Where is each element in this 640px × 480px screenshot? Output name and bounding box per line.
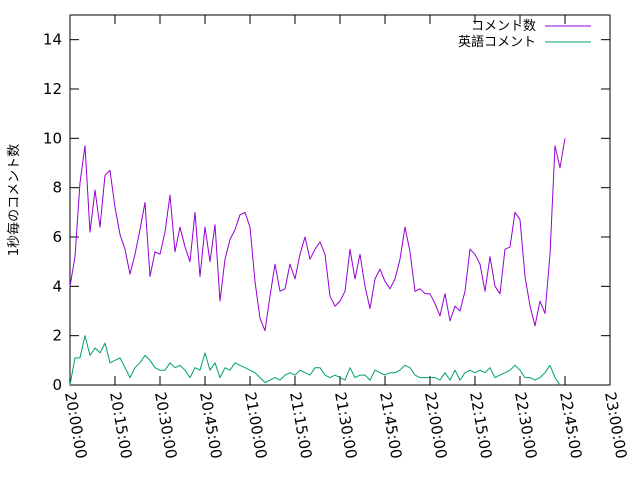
- x-tick-label: 21:00:00: [241, 391, 270, 460]
- x-tick-label: 22:45:00: [556, 391, 585, 460]
- y-tick-label: 2: [52, 327, 62, 345]
- x-tick-label: 22:30:00: [511, 391, 540, 460]
- legend-label: コメント数: [471, 19, 536, 34]
- x-tick-label: 22:00:00: [421, 391, 450, 460]
- y-tick-label: 8: [52, 179, 62, 197]
- series-layer: [69, 138, 566, 386]
- y-tick-label: 0: [52, 376, 62, 394]
- y-tick-label: 6: [52, 228, 62, 246]
- x-tick-label: 21:15:00: [286, 391, 315, 460]
- y-tick-label: 14: [43, 31, 62, 49]
- y-axis-title: 1秒毎のコメント数: [6, 144, 22, 256]
- x-tick-label: 23:00:00: [601, 391, 630, 460]
- x-tick-label: 22:15:00: [466, 391, 495, 460]
- x-tick-label: 21:45:00: [376, 391, 405, 460]
- series-line-2: [69, 335, 561, 386]
- y-tick-label: 10: [43, 129, 62, 147]
- x-tick-label: 20:45:00: [196, 391, 225, 460]
- y-tick-label: 4: [52, 277, 62, 295]
- x-tick-label: 20:30:00: [151, 391, 180, 460]
- y-axis: 0 2 4 6 8 10 12 14: [43, 31, 610, 394]
- x-tick-label: 20:00:00: [61, 391, 90, 460]
- plot-frame: [69, 14, 611, 386]
- x-axis: 20:00:00 20:15:00 20:30:00 20:45:00 21:00:00…: [61, 15, 630, 460]
- x-tick-label: 20:15:00: [106, 391, 135, 460]
- x-tick-label: 21:30:00: [331, 391, 360, 460]
- series-line-1: [69, 138, 566, 332]
- legend-label: 英語コメント: [458, 34, 536, 50]
- y-tick-label: 12: [43, 80, 62, 98]
